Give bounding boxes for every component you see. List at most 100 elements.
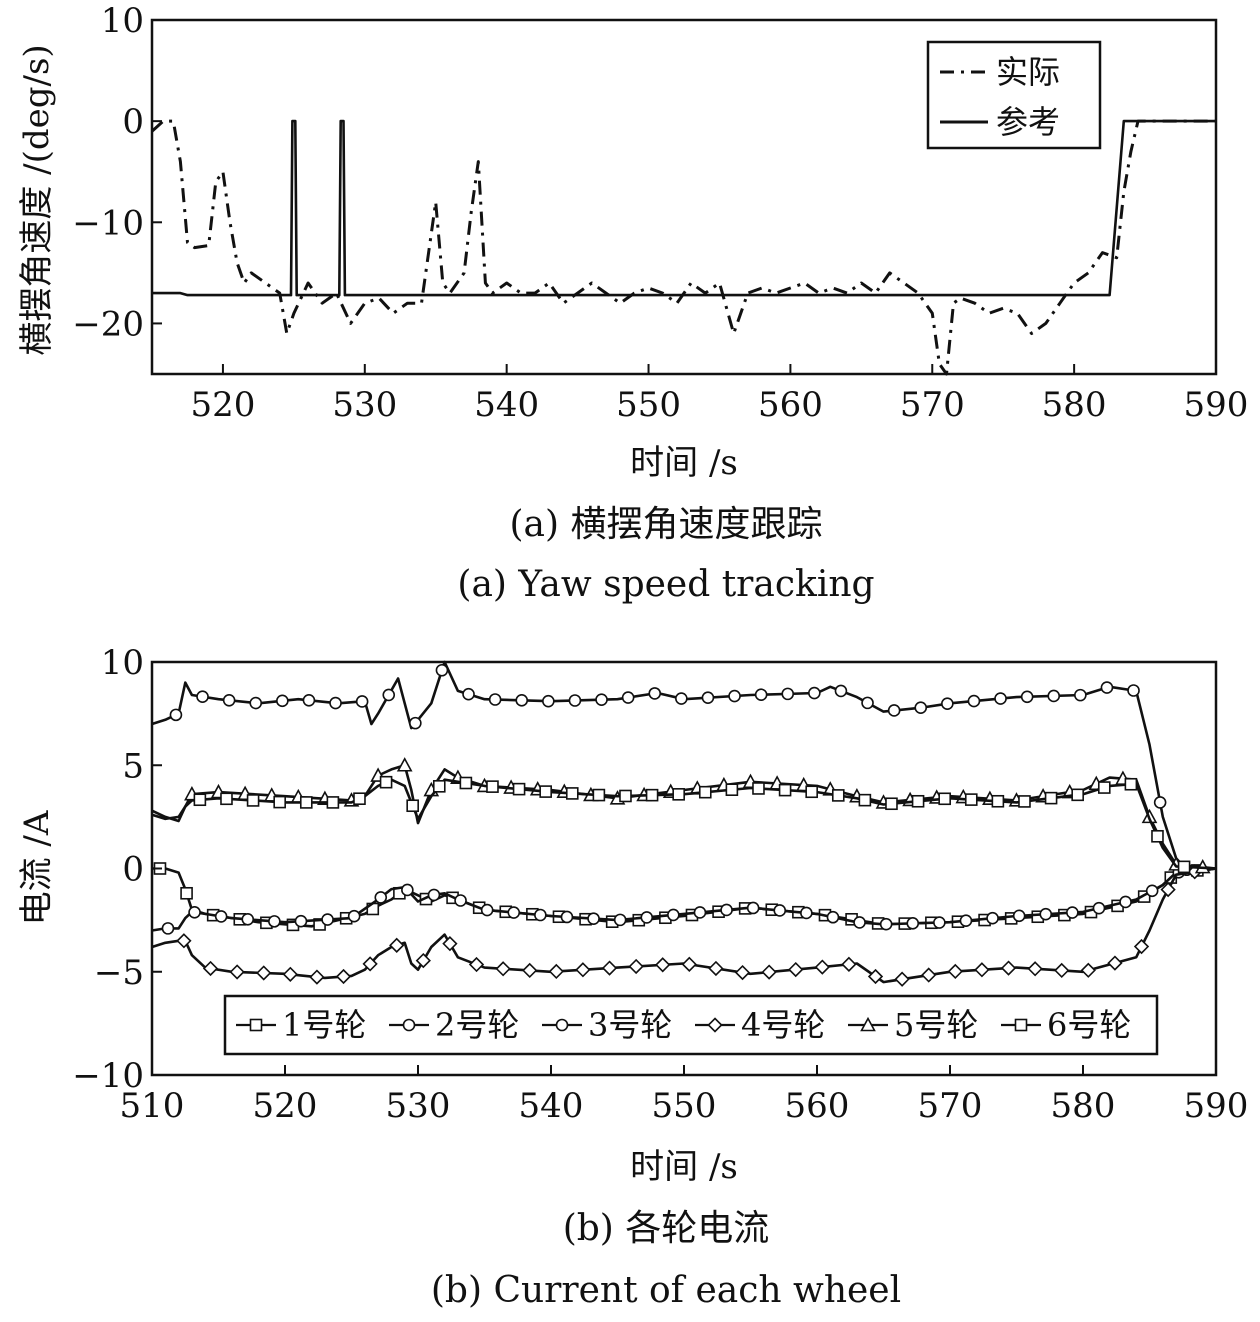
series-line-1 — [152, 867, 1217, 928]
series-3-marker — [169, 708, 183, 722]
series-2-marker — [1039, 907, 1053, 921]
series-2-marker — [534, 908, 547, 922]
series-6-marker — [805, 785, 818, 799]
series-4-marker — [442, 936, 458, 952]
series-4-marker — [1054, 962, 1070, 979]
series-3-marker — [222, 693, 236, 707]
series-3-marker — [355, 695, 369, 708]
series-4-marker — [1080, 962, 1096, 978]
yaw-rate-chart: 10 0 −10 −20 520 530 540 550 560 570 580 590 实际 参考… — [17, 1, 1248, 605]
series-4-marker — [867, 968, 884, 985]
legend-marker-5 — [860, 1016, 876, 1032]
series-6-marker — [353, 792, 366, 806]
series-6-marker — [220, 792, 233, 806]
series-6-marker — [1151, 829, 1164, 843]
caption-cn: (b) 各轮电流 — [563, 1208, 770, 1249]
series-line-1 — [150, 119, 1216, 376]
series-4-marker — [309, 969, 325, 985]
series-3-marker — [781, 687, 795, 701]
series-4-marker — [415, 952, 431, 969]
series-6-marker — [299, 796, 313, 809]
series-4-marker — [548, 963, 564, 980]
series-4-marker — [468, 956, 485, 973]
series-4-marker — [681, 956, 697, 972]
series-6-marker — [592, 788, 606, 802]
series-3-marker — [1153, 796, 1167, 809]
series-4-marker — [202, 960, 219, 977]
series-4-marker — [841, 956, 857, 972]
y-tick-label: −20 — [72, 304, 144, 344]
series-6-marker — [1177, 860, 1191, 874]
series-4-marker — [734, 964, 751, 981]
series-2-marker — [321, 913, 334, 926]
series-2-marker — [427, 888, 441, 902]
series-4-marker — [761, 964, 777, 980]
series-2-marker — [667, 908, 680, 922]
series-3-marker — [382, 688, 396, 702]
legend-label-reference: 参考 — [996, 103, 1060, 141]
series-3-marker — [754, 688, 768, 702]
series-2-marker — [268, 915, 281, 928]
yaw-series-group — [150, 119, 1216, 376]
series-2-marker — [826, 910, 840, 924]
legend-label-4: 4号轮 — [741, 1006, 825, 1044]
series-2-marker — [1145, 884, 1159, 898]
wheel-current-chart: 10 5 0 −5 −10 510 520 530 540 550 560 570 580 590 1号… — [17, 643, 1248, 1311]
series-3-marker — [302, 693, 316, 707]
series-4-marker — [335, 968, 352, 985]
series-2-marker — [241, 912, 255, 926]
series-4-marker — [628, 958, 644, 975]
y-axis-ticks: 10 0 −10 −20 — [72, 1, 162, 344]
x-tick-label: 550 — [652, 1086, 717, 1126]
series-2-marker — [640, 911, 654, 924]
x-tick-label: 570 — [918, 1086, 983, 1126]
series-3-marker — [568, 694, 582, 707]
series-4-marker — [1027, 961, 1043, 977]
series-6-marker — [1071, 788, 1084, 802]
legend-marker-2 — [402, 1018, 416, 1032]
series-2-marker — [507, 906, 521, 919]
series-4-marker — [522, 962, 538, 979]
series-6-marker — [858, 793, 872, 807]
legend-label-1: 1号轮 — [282, 1006, 366, 1044]
series-6-marker — [539, 785, 552, 798]
series-2-marker — [613, 913, 627, 927]
series-2-marker — [374, 891, 388, 904]
series-3-marker — [808, 686, 821, 700]
legend-marker-3 — [555, 1018, 569, 1032]
series-6-marker — [459, 776, 473, 790]
series-2-marker — [1092, 901, 1106, 915]
plot-frame — [150, 18, 1218, 376]
series-2-marker — [906, 917, 920, 930]
series-1-marker — [180, 886, 193, 900]
series-4-marker — [1133, 938, 1150, 955]
x-tick-label: 520 — [190, 385, 255, 425]
series-6-marker — [1097, 781, 1111, 794]
series-2-marker — [1119, 895, 1132, 909]
series-3-marker — [488, 693, 502, 706]
series-4-marker — [229, 964, 245, 980]
series-3-marker — [1074, 688, 1087, 702]
series-6-marker — [565, 787, 579, 800]
caption-en: (b) Current of each wheel — [431, 1270, 901, 1311]
series-4-marker — [655, 957, 671, 973]
y-tick-label: 0 — [122, 850, 144, 890]
series-6-marker — [486, 780, 499, 793]
series-3-marker — [515, 694, 529, 707]
series-3-marker — [887, 704, 901, 717]
y-tick-label: −10 — [72, 203, 144, 243]
legend-marker-1 — [249, 1018, 263, 1032]
series-3-marker — [967, 694, 981, 708]
y-axis-label: 横摆角速度 /(deg/s) — [17, 44, 57, 355]
caption-cn: (a) 横摆角速度跟踪 — [510, 504, 823, 545]
series-3-marker — [941, 697, 954, 711]
y-tick-label: −10 — [72, 1056, 144, 1096]
x-axis-label: 时间 /s — [630, 443, 738, 483]
series-6-marker — [964, 793, 978, 806]
series-3-marker — [595, 693, 608, 706]
series-3-marker — [1127, 684, 1140, 697]
current-series-group — [151, 660, 1217, 987]
x-tick-label: 550 — [616, 385, 681, 425]
x-tick-label: 510 — [120, 1086, 185, 1126]
